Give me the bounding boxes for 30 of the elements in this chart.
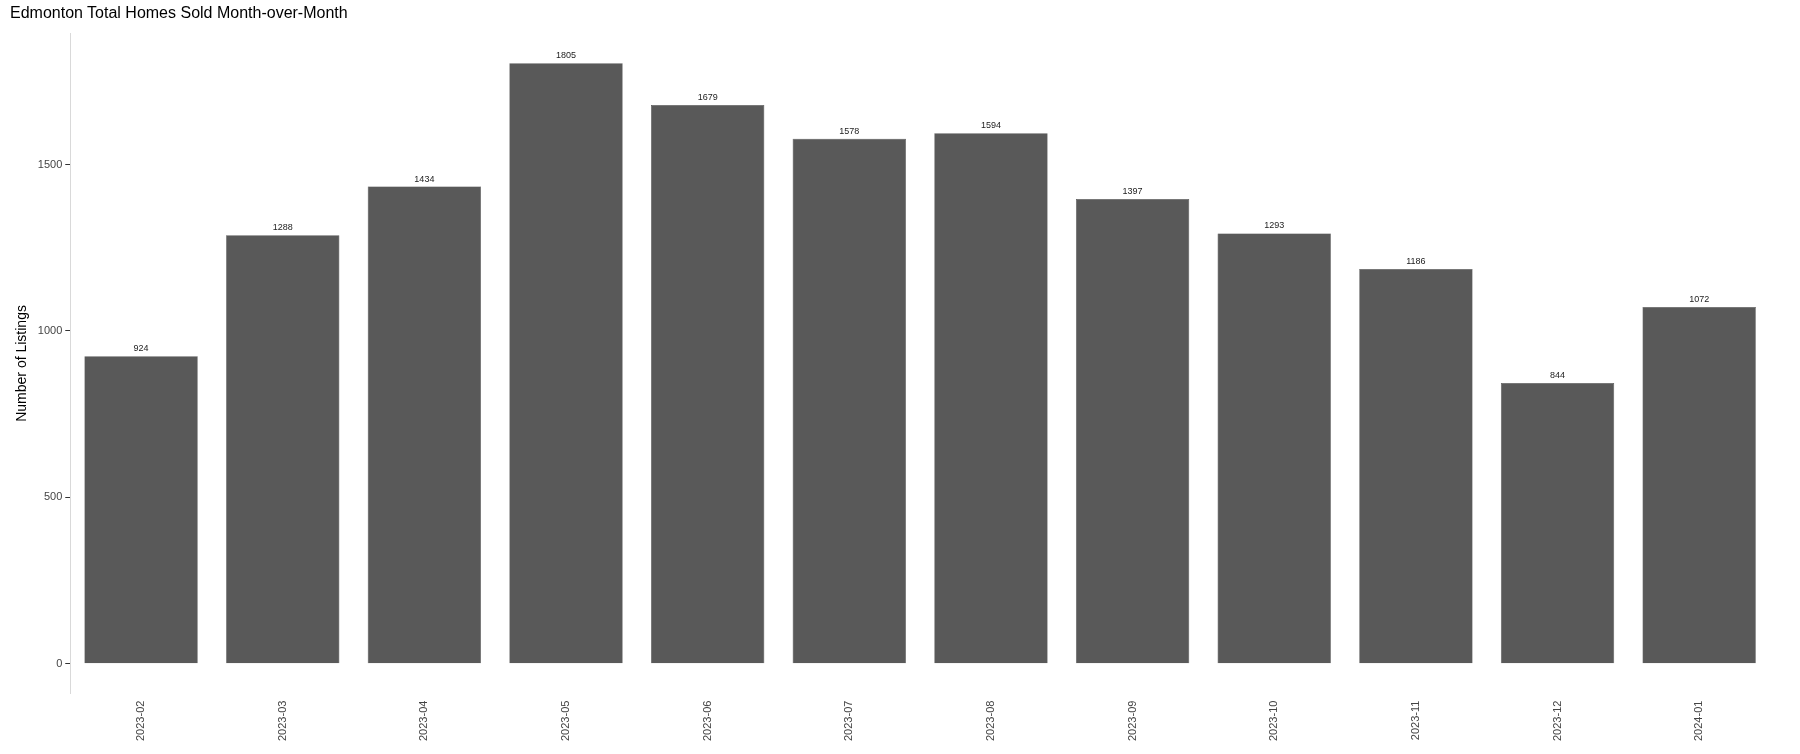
- x-tick-label: 2023-11: [1408, 700, 1421, 741]
- y-tick-label: 1000: [37, 324, 63, 337]
- chart-title: Edmonton Total Homes Sold Month-over-Month: [10, 4, 348, 22]
- data-label: 1679: [697, 92, 718, 103]
- data-label: 1186: [1406, 256, 1426, 267]
- data-label: 1594: [980, 120, 1001, 131]
- data-label: 1434: [414, 173, 435, 184]
- data-label: 1397: [1122, 185, 1143, 196]
- x-tick-label: 2023-03: [275, 700, 288, 742]
- y-axis-title: Number of Listings: [13, 305, 30, 422]
- y-tick-label: 0: [56, 656, 63, 669]
- y-tick-label: 500: [43, 490, 63, 503]
- data-label: 1072: [1689, 294, 1710, 305]
- x-tick-label: 2023-09: [1125, 700, 1138, 742]
- x-tick-label: 2023-05: [559, 700, 572, 742]
- data-label: 1293: [1264, 220, 1285, 231]
- x-tick-label: 2023-04: [417, 700, 430, 742]
- x-tick-label: 2023-02: [134, 700, 147, 742]
- data-label: 1805: [556, 50, 577, 61]
- data-label: 844: [1550, 369, 1566, 380]
- x-tick-label: 2023-06: [700, 700, 713, 742]
- x-tick-label: 2024-01: [1692, 700, 1705, 742]
- x-tick-label: 2023-07: [842, 700, 855, 742]
- x-tick-label: 2023-12: [1550, 700, 1563, 742]
- x-tick-label: 2023-10: [1267, 700, 1280, 742]
- y-tick-label: 1500: [37, 157, 63, 170]
- data-label: 924: [133, 343, 149, 354]
- data-label: 1578: [839, 125, 860, 136]
- data-label: 1288: [272, 222, 293, 233]
- x-tick-label: 2023-08: [983, 700, 996, 742]
